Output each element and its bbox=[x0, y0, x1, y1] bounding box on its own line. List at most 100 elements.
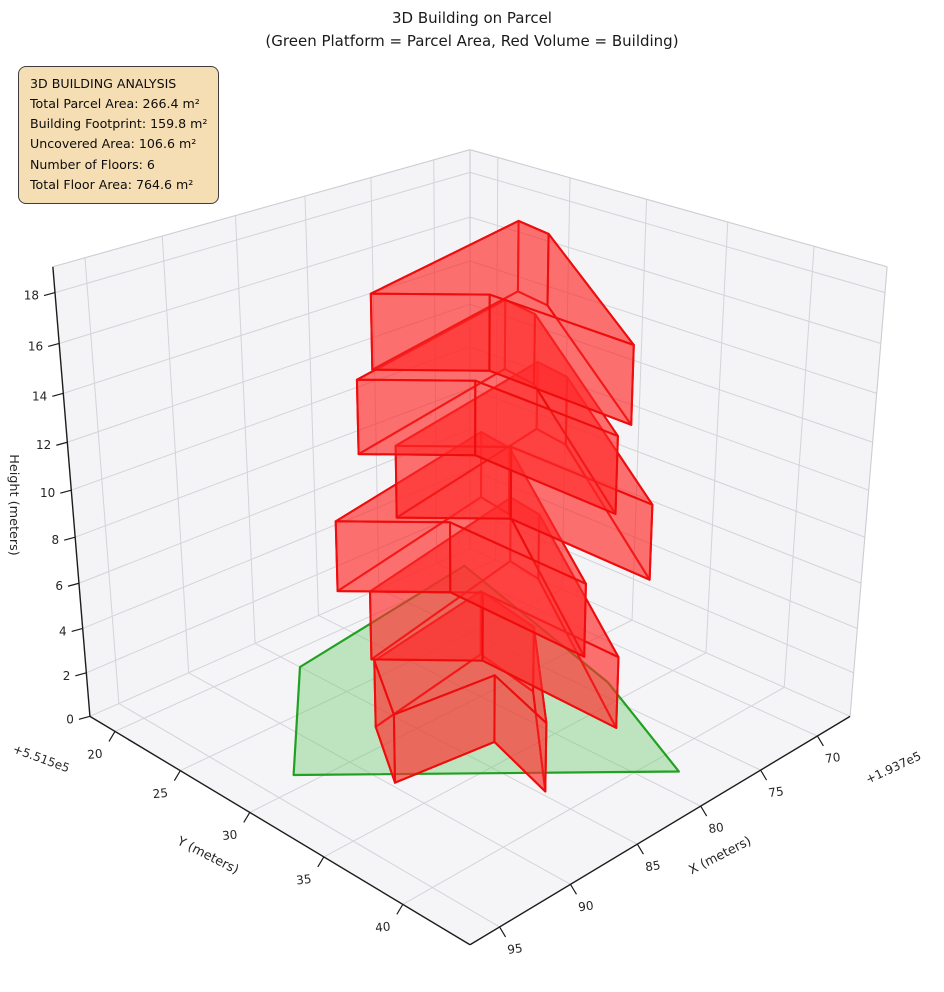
building-floor-3-side-3 bbox=[334, 520, 452, 594]
z-tick bbox=[78, 715, 91, 720]
x-axis-spine bbox=[469, 715, 851, 946]
grid-z-left bbox=[54, 171, 471, 294]
grid-z-right bbox=[469, 428, 862, 584]
z-tick bbox=[48, 342, 60, 348]
info-line-parcel-area: Total Parcel Area: 266.4 m² bbox=[30, 96, 200, 112]
grid-y-floor bbox=[323, 652, 707, 858]
z-tick bbox=[43, 292, 56, 297]
pane-right-wall bbox=[470, 149, 888, 717]
grid-x-wall bbox=[433, 159, 438, 564]
building-floor-6-side-3 bbox=[369, 292, 491, 372]
grid-z-right bbox=[469, 171, 886, 294]
x-tick-label: 85 bbox=[644, 858, 661, 874]
grid-z-right bbox=[469, 387, 866, 538]
grid-z-right bbox=[469, 216, 881, 344]
grid-z-right bbox=[469, 303, 873, 443]
pane-edge-top-left bbox=[52, 149, 471, 268]
x-tick bbox=[816, 735, 824, 747]
y-tick bbox=[173, 770, 181, 781]
building-floor-1-side-2 bbox=[493, 674, 548, 793]
building-floor-4-side-2 bbox=[509, 445, 654, 581]
info-line-footprint: Building Footprint: 159.8 m² bbox=[30, 116, 208, 132]
y-tick bbox=[317, 856, 325, 868]
y-tick-label: 40 bbox=[374, 919, 391, 935]
grid-z-left bbox=[63, 260, 471, 394]
y-tick-label: 35 bbox=[295, 872, 312, 888]
pane-edge-right bbox=[849, 266, 888, 717]
grid-x-floor bbox=[188, 672, 571, 885]
grid-x-wall bbox=[370, 177, 380, 589]
grid-z-right bbox=[469, 346, 869, 491]
x-tick-label: 80 bbox=[708, 820, 725, 836]
y-tick bbox=[243, 812, 251, 823]
grid-z-left bbox=[89, 548, 471, 717]
parcel-platform-polygon bbox=[292, 564, 681, 777]
x-tick bbox=[636, 843, 644, 855]
z-tick-label: 14 bbox=[32, 389, 47, 403]
z-tick bbox=[52, 392, 64, 397]
grid-x-floor bbox=[118, 703, 500, 928]
title-line-2: (Green Platform = Parcel Area, Red Volum… bbox=[265, 32, 679, 51]
z-axis-label: Height (meters) bbox=[6, 454, 21, 556]
grid-y-floor bbox=[180, 588, 563, 772]
grid-z-left bbox=[86, 509, 471, 674]
grid-z-right bbox=[469, 469, 858, 629]
grid-y-wall bbox=[495, 157, 499, 560]
grid-z-left bbox=[74, 387, 471, 538]
building-floor-5-side-2 bbox=[474, 379, 619, 515]
y-axis-offset-text: +5.515e5 bbox=[11, 742, 72, 775]
z-tick-label: 4 bbox=[59, 624, 67, 638]
grid-x-wall bbox=[161, 236, 190, 673]
x-tick-label: 75 bbox=[767, 784, 784, 800]
x-axis-offset-text: +1.937e5 bbox=[863, 749, 923, 787]
pane-left-wall bbox=[52, 149, 471, 717]
building-floor-2-side-2 bbox=[481, 591, 620, 729]
grid-z-left bbox=[82, 469, 471, 629]
building-floor-6-side-2 bbox=[488, 293, 635, 426]
z-tick-label: 12 bbox=[36, 438, 51, 452]
grid-z-left bbox=[59, 216, 471, 344]
grid-x-floor bbox=[318, 615, 701, 807]
grid-y-wall bbox=[783, 246, 815, 688]
building-floor-2-side-3 bbox=[369, 590, 484, 662]
building-analysis-box: 3D BUILDING ANALYSIS Total Parcel Area: … bbox=[18, 66, 220, 204]
grid-x-floor bbox=[378, 588, 761, 771]
z-tick bbox=[75, 672, 87, 677]
x-tick bbox=[700, 805, 708, 817]
building-floor-3-side-2 bbox=[449, 521, 587, 658]
y-tick bbox=[108, 731, 116, 742]
figure-title: 3D Building on Parcel (Green Platform = … bbox=[0, 7, 944, 54]
title-line-1: 3D Building on Parcel bbox=[392, 9, 552, 27]
grid-y-wall bbox=[705, 221, 729, 653]
z-tick bbox=[60, 489, 72, 494]
z-tick-label: 10 bbox=[40, 486, 55, 500]
x-tick bbox=[499, 926, 507, 938]
x-tick-label: 95 bbox=[506, 941, 523, 957]
grid-z-right bbox=[469, 509, 854, 674]
x-tick-label: 70 bbox=[824, 750, 841, 766]
info-line-heading: 3D BUILDING ANALYSIS bbox=[30, 76, 177, 91]
z-tick-label: 6 bbox=[55, 579, 63, 593]
z-tick-label: 18 bbox=[24, 289, 39, 303]
z-tick bbox=[67, 582, 80, 587]
x-tick bbox=[760, 769, 768, 781]
pane-floor bbox=[89, 548, 851, 945]
z-tick-label: 0 bbox=[66, 712, 74, 726]
grid-y-floor bbox=[402, 686, 785, 905]
z-tick bbox=[71, 627, 83, 633]
grid-x-floor bbox=[436, 562, 818, 737]
y-axis-spine bbox=[89, 715, 471, 946]
z-axis-spine bbox=[52, 266, 91, 717]
z-tick-label: 2 bbox=[63, 669, 71, 683]
grid-x-wall bbox=[84, 257, 120, 704]
x-axis-label: X (meters) bbox=[687, 834, 754, 878]
grid-x-floor bbox=[254, 642, 638, 845]
z-tick-label: 8 bbox=[52, 533, 60, 547]
z-tick bbox=[63, 536, 76, 541]
grid-z-left bbox=[67, 303, 471, 443]
grid-y-floor bbox=[114, 559, 496, 732]
info-line-floor-area: Total Floor Area: 764.6 m² bbox=[30, 176, 194, 192]
grid-x-wall bbox=[234, 215, 256, 644]
